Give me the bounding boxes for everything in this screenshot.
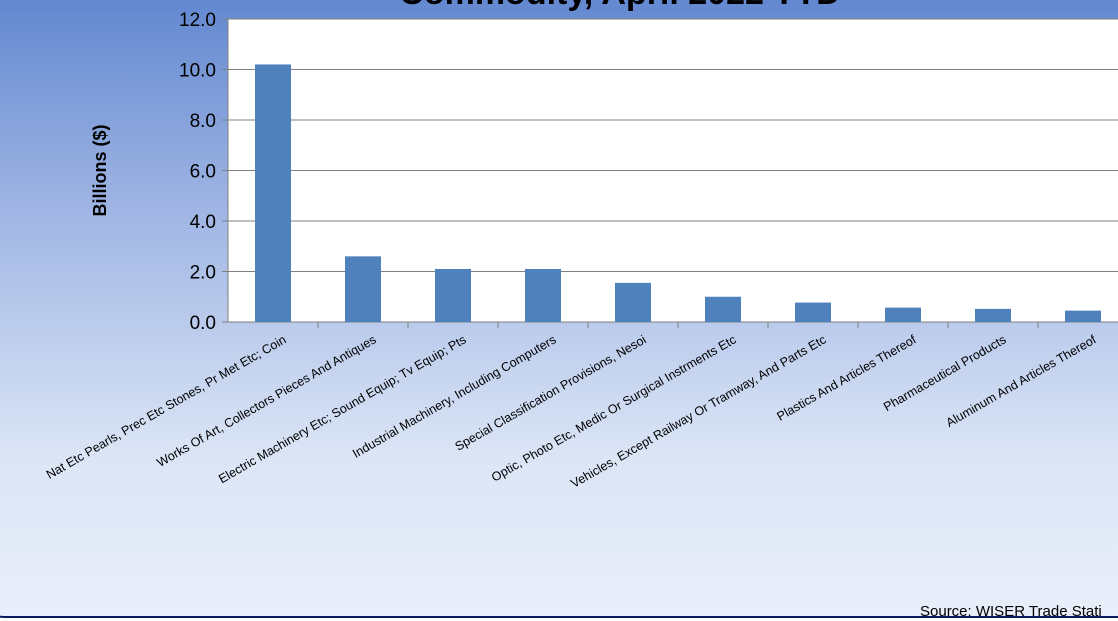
- x-tick-label: Plastics And Articles Thereof: [775, 332, 919, 423]
- chart-title: Commodity, April 2022 YTD: [280, 0, 960, 13]
- y-tick-label: 10.0: [179, 61, 216, 82]
- bar: [255, 64, 291, 322]
- y-tick-label: 8.0: [190, 111, 216, 132]
- bar: [705, 296, 741, 322]
- bar: [615, 282, 651, 322]
- bar: [345, 256, 381, 322]
- bar: [885, 307, 921, 322]
- y-tick-label: 2.0: [190, 263, 216, 284]
- x-tick-label: Aluminum And Articles Thereof: [944, 332, 1099, 430]
- bar: [1065, 310, 1101, 322]
- y-axis-label: Billions ($): [90, 124, 110, 216]
- bar: [795, 302, 831, 322]
- bar: [435, 268, 471, 322]
- y-tick-label: 4.0: [190, 212, 216, 233]
- y-tick-label: 6.0: [190, 162, 216, 183]
- bar: [975, 308, 1011, 322]
- x-tick-label: Special Classification Provisions, Nesoi: [453, 332, 649, 453]
- source-note: Source: WISER Trade Stati: [920, 603, 1102, 620]
- bar: [525, 268, 561, 322]
- y-tick-label: 0.0: [190, 313, 216, 334]
- y-tick-label: 12.0: [179, 10, 216, 31]
